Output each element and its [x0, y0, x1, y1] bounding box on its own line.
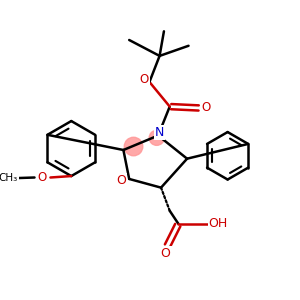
Text: O: O [140, 73, 149, 85]
Text: O: O [161, 247, 171, 260]
Circle shape [149, 130, 164, 146]
Circle shape [124, 137, 143, 156]
Text: OH: OH [209, 217, 228, 230]
Text: O: O [116, 174, 126, 187]
Text: CH₃: CH₃ [0, 172, 18, 182]
Text: N: N [155, 126, 164, 139]
Text: O: O [202, 101, 211, 114]
Text: O: O [38, 171, 47, 184]
